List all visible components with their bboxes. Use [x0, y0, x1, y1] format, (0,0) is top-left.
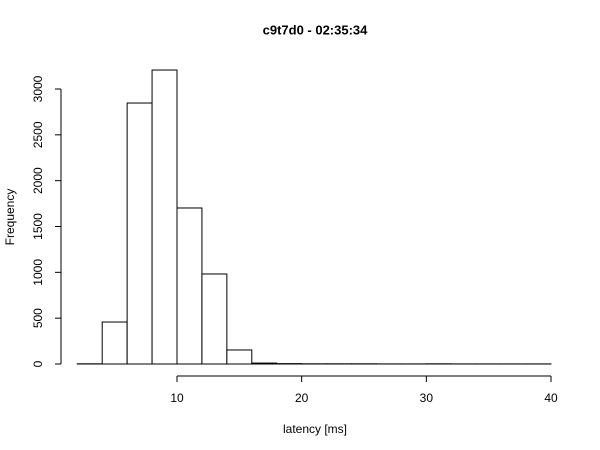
bar	[251, 362, 278, 365]
bar	[101, 321, 128, 365]
bar	[201, 273, 228, 365]
y-tick-label: 0	[31, 360, 45, 367]
y-tick-label: 3000	[31, 75, 45, 102]
y-tick-label: 1000	[31, 259, 45, 286]
bar	[176, 207, 203, 365]
y-axis-label: Frequency	[3, 189, 17, 246]
bar	[126, 102, 153, 365]
x-axis-label: latency [ms]	[283, 422, 347, 436]
y-tick-label: 2000	[31, 167, 45, 194]
y-tick-label: 2500	[31, 121, 45, 148]
bar	[151, 69, 178, 365]
bar	[226, 349, 253, 365]
x-tick-label: 30	[420, 391, 434, 405]
chart-title: c9t7d0 - 02:35:34	[263, 22, 369, 37]
x-tick-label: 40	[544, 391, 558, 405]
x-tick-label: 20	[295, 391, 309, 405]
y-tick-label: 500	[31, 308, 45, 328]
x-tick-label: 10	[170, 391, 184, 405]
y-tick-label: 1500	[31, 213, 45, 240]
